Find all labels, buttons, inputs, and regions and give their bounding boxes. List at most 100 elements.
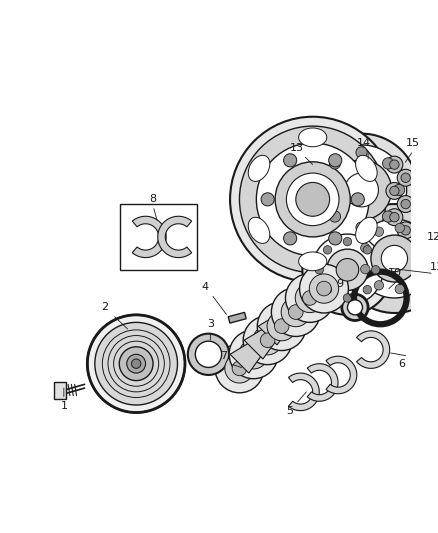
Circle shape [283, 154, 297, 167]
Polygon shape [230, 340, 272, 373]
Ellipse shape [243, 316, 292, 365]
Polygon shape [286, 284, 328, 317]
Text: 14: 14 [357, 138, 371, 148]
Ellipse shape [253, 326, 282, 355]
Bar [228, 312, 246, 323]
Circle shape [397, 222, 414, 239]
Circle shape [329, 211, 341, 222]
Ellipse shape [275, 162, 350, 237]
Circle shape [390, 213, 399, 222]
Bar [120, 204, 197, 270]
Ellipse shape [272, 288, 320, 336]
Ellipse shape [87, 315, 185, 413]
Text: 11: 11 [430, 262, 438, 272]
Ellipse shape [300, 264, 348, 313]
Ellipse shape [131, 359, 141, 368]
Ellipse shape [336, 259, 359, 281]
Circle shape [390, 186, 399, 196]
Ellipse shape [188, 334, 229, 375]
Polygon shape [326, 356, 357, 394]
Circle shape [386, 156, 403, 173]
Circle shape [382, 211, 394, 222]
Ellipse shape [239, 340, 268, 369]
Ellipse shape [274, 319, 289, 334]
Ellipse shape [347, 300, 363, 315]
Polygon shape [244, 326, 286, 359]
Text: 4: 4 [201, 281, 208, 292]
Circle shape [360, 264, 370, 274]
Circle shape [413, 234, 423, 243]
Text: 10: 10 [387, 268, 401, 278]
Circle shape [386, 182, 403, 199]
Ellipse shape [248, 217, 270, 244]
Circle shape [395, 284, 404, 294]
Ellipse shape [256, 143, 369, 256]
Ellipse shape [299, 252, 327, 271]
Circle shape [395, 223, 404, 233]
Circle shape [356, 147, 367, 158]
Ellipse shape [281, 297, 311, 327]
Circle shape [401, 173, 410, 182]
Ellipse shape [257, 302, 306, 351]
Text: 3: 3 [207, 319, 214, 329]
Ellipse shape [289, 305, 303, 319]
Ellipse shape [267, 311, 297, 341]
Circle shape [315, 265, 324, 274]
Ellipse shape [299, 128, 327, 147]
Ellipse shape [229, 330, 278, 379]
Ellipse shape [381, 245, 407, 272]
Ellipse shape [356, 155, 377, 181]
Ellipse shape [119, 347, 153, 381]
Text: 12: 12 [427, 232, 438, 242]
Ellipse shape [295, 284, 325, 313]
Circle shape [356, 222, 367, 233]
Ellipse shape [340, 204, 438, 313]
Ellipse shape [305, 134, 418, 246]
Ellipse shape [248, 155, 270, 181]
Polygon shape [289, 373, 319, 410]
Circle shape [343, 237, 352, 246]
Ellipse shape [95, 322, 177, 405]
Circle shape [413, 274, 423, 283]
Text: 6: 6 [399, 359, 406, 369]
Circle shape [323, 286, 332, 294]
Circle shape [397, 196, 414, 213]
Ellipse shape [302, 225, 392, 315]
Circle shape [328, 232, 342, 245]
Ellipse shape [345, 173, 378, 207]
Text: 7: 7 [220, 351, 227, 361]
Circle shape [318, 184, 330, 196]
Ellipse shape [317, 145, 406, 235]
Circle shape [323, 246, 332, 254]
Ellipse shape [355, 219, 434, 298]
Text: 8: 8 [149, 195, 157, 204]
Circle shape [393, 184, 405, 196]
Circle shape [363, 286, 371, 294]
Ellipse shape [246, 347, 261, 361]
Circle shape [360, 243, 370, 253]
Ellipse shape [332, 160, 392, 220]
Bar [54, 383, 66, 399]
Circle shape [374, 281, 384, 290]
Circle shape [328, 154, 342, 167]
Circle shape [329, 158, 341, 169]
Text: 1: 1 [60, 401, 67, 411]
Ellipse shape [286, 173, 339, 225]
Ellipse shape [317, 281, 331, 296]
Circle shape [371, 265, 380, 274]
Ellipse shape [215, 344, 264, 393]
Polygon shape [258, 312, 300, 345]
Ellipse shape [240, 126, 386, 272]
Circle shape [420, 254, 430, 263]
Ellipse shape [356, 217, 377, 244]
Ellipse shape [309, 274, 339, 303]
Polygon shape [132, 216, 166, 257]
Ellipse shape [225, 354, 254, 383]
Circle shape [283, 232, 297, 245]
Circle shape [390, 160, 399, 169]
Circle shape [401, 225, 410, 235]
Polygon shape [357, 331, 390, 368]
Circle shape [397, 169, 414, 186]
Ellipse shape [312, 234, 383, 305]
Text: 15: 15 [406, 138, 420, 148]
